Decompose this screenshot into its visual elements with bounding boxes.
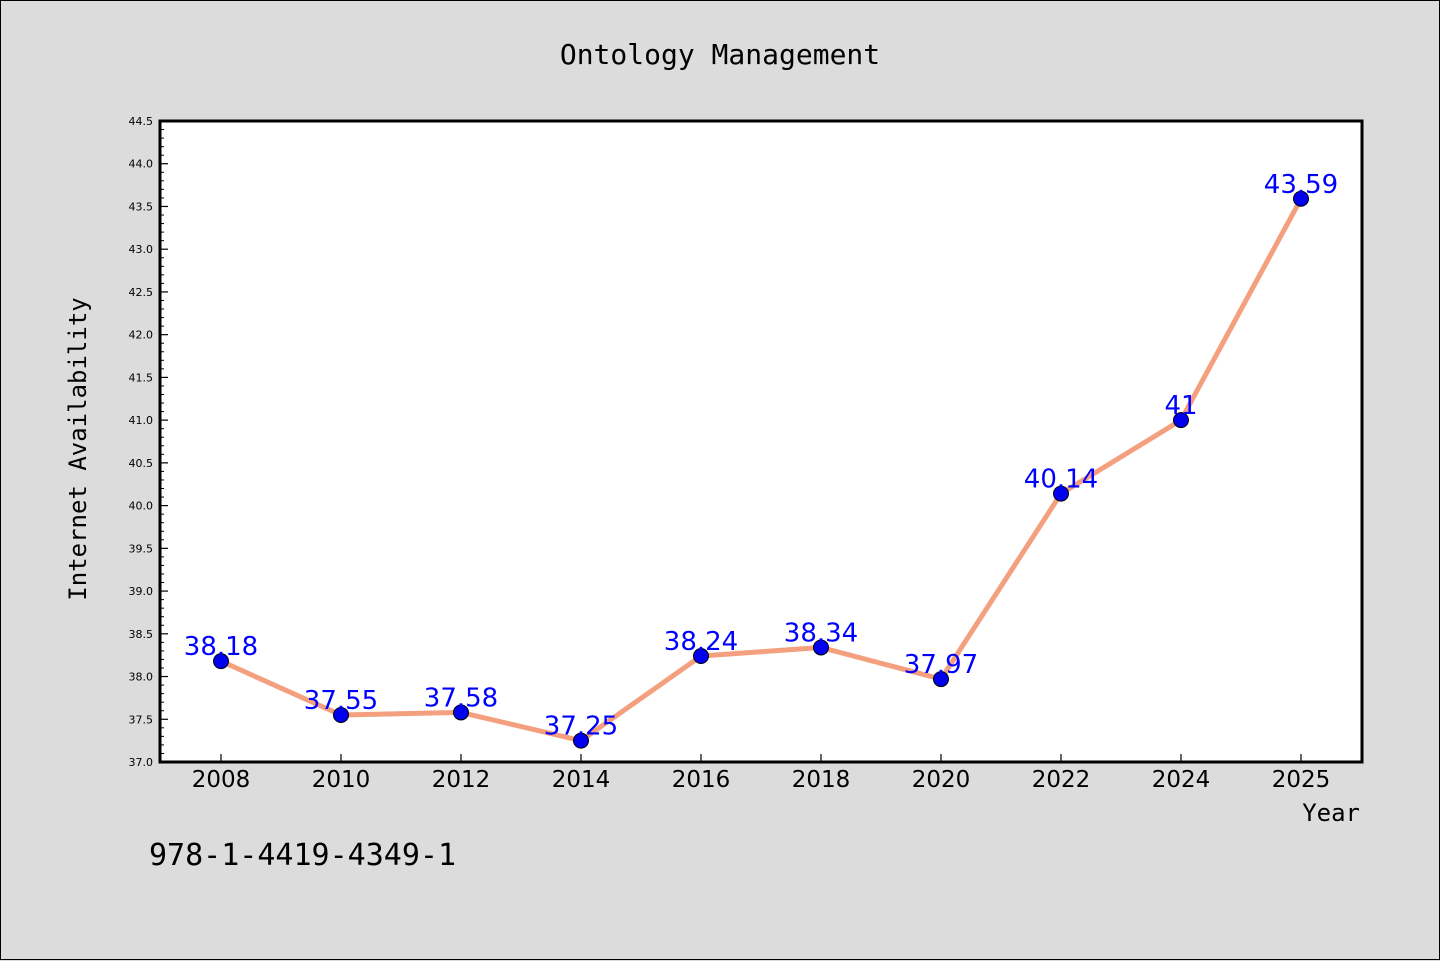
x-tick-label: 2010 <box>312 767 371 793</box>
data-label: 43.59 <box>1264 170 1338 200</box>
y-tick-label: 38.5 <box>129 628 154 641</box>
x-tick-label: 2022 <box>1032 767 1091 793</box>
y-tick-label: 40.0 <box>129 500 154 513</box>
y-tick-label: 43.5 <box>129 200 154 213</box>
data-label: 38.34 <box>784 618 858 648</box>
chart-title: Ontology Management <box>560 38 880 71</box>
data-point <box>1053 485 1069 502</box>
x-tick-label: 2016 <box>672 767 731 793</box>
x-tick-label: 2012 <box>432 767 491 793</box>
y-tick-label: 42.0 <box>129 329 154 342</box>
y-tick-label: 38.0 <box>129 671 154 684</box>
y-tick-label: 39.5 <box>129 542 154 555</box>
plot-area <box>158 119 1364 764</box>
data-label: 37.55 <box>304 686 378 716</box>
data-point <box>1173 412 1189 429</box>
data-point <box>1293 190 1309 207</box>
data-label-layer: 38.18 37.55 37.58 37.25 38.24 38.34 37.97 40.14… <box>184 170 1338 742</box>
data-point <box>453 704 469 721</box>
data-label: 41 <box>1164 391 1197 421</box>
y-tick-label: 37.0 <box>129 756 154 769</box>
y-tick-label: 44.0 <box>129 158 154 171</box>
isbn-annotation: 978-1-4419-4349-1 <box>149 838 456 873</box>
x-tick-label: 2024 <box>1152 767 1211 793</box>
y-tick-label: 41.0 <box>129 414 154 427</box>
x-axis: 2008 2010 2012 2014 2016 2018 2020 2022 2024 2025 <box>192 754 1331 793</box>
data-point <box>333 706 349 723</box>
data-point <box>933 671 949 688</box>
x-tick-label: 2025 <box>1272 767 1331 793</box>
y-tick-label: 37.5 <box>129 713 154 726</box>
y-axis-label: Internet Availability <box>64 297 92 600</box>
data-label: 38.18 <box>184 632 258 662</box>
x-tick-label: 2018 <box>792 767 851 793</box>
x-tick-label: 2020 <box>912 767 971 793</box>
x-axis-label: Year <box>1302 799 1360 827</box>
data-label: 37.97 <box>904 650 978 680</box>
y-tick-label: 43.0 <box>129 243 154 256</box>
y-tick-label: 41.5 <box>129 371 154 384</box>
data-point <box>213 653 229 670</box>
marker-layer <box>213 190 1309 749</box>
y-tick-label: 39.0 <box>129 585 154 598</box>
series-line <box>219 197 1304 744</box>
data-point <box>813 639 829 656</box>
y-tick-label: 44.5 <box>129 115 154 128</box>
data-label: 37.58 <box>424 683 498 713</box>
y-tick-label: 40.5 <box>129 457 154 470</box>
data-point <box>573 732 589 749</box>
data-point <box>693 648 709 665</box>
series-layer <box>219 197 1304 744</box>
y-axis: 37.0 37.5 38.0 38.5 39.0 39.5 40.0 40.5 41.0 41.5… <box>129 115 168 769</box>
x-tick-label: 2014 <box>552 767 611 793</box>
y-tick-label: 42.5 <box>129 286 154 299</box>
x-tick-label: 2008 <box>192 767 251 793</box>
data-label: 40.14 <box>1024 465 1098 495</box>
data-label: 37.25 <box>544 712 618 742</box>
data-label: 38.24 <box>664 627 738 657</box>
